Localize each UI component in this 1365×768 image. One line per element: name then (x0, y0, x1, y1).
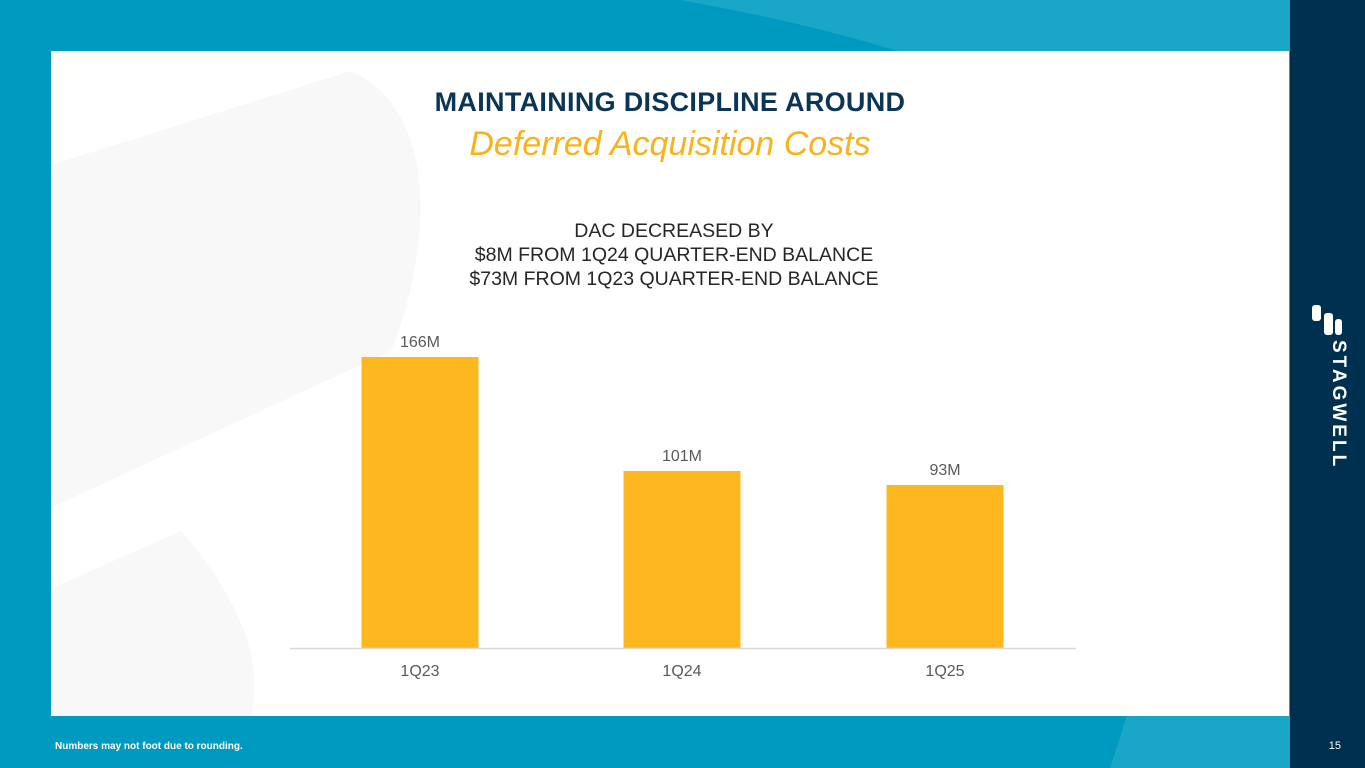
x-tick-label: 1Q23 (400, 663, 439, 680)
data-label: 101M (662, 448, 702, 465)
note-line: DAC DECREASED BY (574, 220, 774, 242)
stagwell-logo: STAGWELL (1305, 296, 1349, 476)
slide-subtitle: Deferred Acquisition Costs (469, 125, 871, 163)
slide-panel: MAINTAINING DISCIPLINE AROUND Deferred A… (51, 51, 1289, 716)
x-tick-label: 1Q25 (925, 663, 964, 680)
panel-watermark (51, 71, 421, 716)
data-label: 93M (929, 462, 960, 479)
x-tick-label: 1Q24 (662, 663, 701, 680)
stagwell-mark-icon (1312, 305, 1342, 335)
bar-1q25 (886, 484, 1004, 648)
slide-title: MAINTAINING DISCIPLINE AROUND (434, 87, 906, 117)
brand-sidebar (1290, 0, 1365, 768)
page-number: 15 (1328, 740, 1341, 752)
dac-decrease-note: DAC DECREASED BY $8M FROM 1Q24 QUARTER-E… (51, 219, 1289, 291)
bar-1q24 (623, 470, 741, 648)
stagwell-wordmark: STAGWELL (1328, 340, 1349, 470)
note-line: $73M FROM 1Q23 QUARTER-END BALANCE (469, 268, 879, 290)
note-line: $8M FROM 1Q24 QUARTER-END BALANCE (474, 244, 874, 266)
footnote: Numbers may not foot due to rounding. (55, 741, 243, 752)
bar-1q23 (361, 357, 479, 648)
dac-bar-chart: 166M 1Q23 101M 1Q24 93M 1Q25 (290, 334, 1076, 680)
data-label: 166M (400, 334, 440, 351)
